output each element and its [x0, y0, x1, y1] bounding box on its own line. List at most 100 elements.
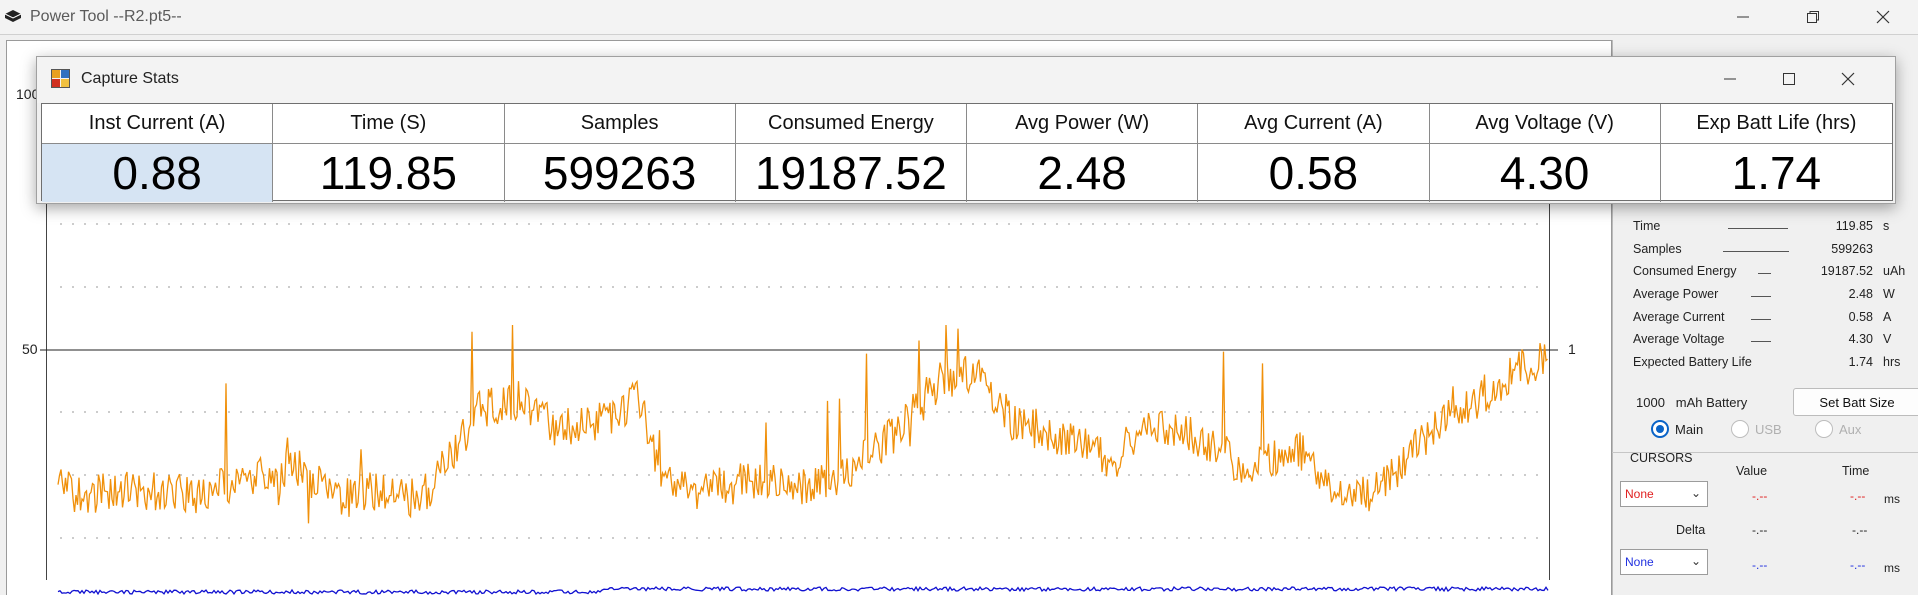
restore-icon	[1807, 11, 1819, 23]
stat-value: 1.74	[1848, 355, 1873, 370]
header-avg-current: Avg Current (A)	[1198, 104, 1430, 144]
stats-list: Time 119.85 s Samples 599263 Consumed Energy 1…	[1633, 216, 1913, 375]
dialog-titlebar[interactable]: Capture Stats	[37, 57, 1895, 103]
current-trace	[57, 324, 1548, 524]
capture-stats-app-icon	[51, 69, 70, 88]
cursor-value-header: Value	[1736, 464, 1768, 478]
plot-area[interactable]	[46, 160, 1550, 580]
radio-usb[interactable]: USB	[1731, 420, 1782, 438]
header-exp-batt-life: Exp Batt Life (hrs)	[1660, 104, 1892, 144]
stat-row: Samples 599263	[1633, 239, 1913, 262]
stat-unit: s	[1883, 219, 1890, 233]
close-icon	[1841, 72, 1855, 86]
stat-row: Consumed Energy 19187.52 uAh	[1633, 261, 1913, 284]
minimize-icon	[1724, 78, 1736, 80]
delta-label: Delta	[1676, 523, 1706, 537]
stat-label: Samples	[1633, 241, 1682, 256]
stats-grid: Inst Current (A) Time (S) Samples Consum…	[41, 103, 1893, 202]
stat-unit: hrs	[1883, 355, 1901, 370]
dialog-minimize-button[interactable]	[1703, 63, 1757, 95]
cursor1-select[interactable]: None ⌄	[1620, 481, 1708, 507]
y-axis-tick-50: 50	[22, 341, 38, 357]
radio-empty-icon	[1731, 420, 1749, 438]
leader-line	[1758, 273, 1771, 275]
restore-button[interactable]	[1778, 0, 1848, 34]
stat-row: Expected Battery Life 1.74 hrs	[1633, 352, 1913, 375]
dialog-maximize-button[interactable]	[1762, 63, 1816, 95]
leader-line	[1728, 228, 1788, 229]
stat-label: Average Power	[1633, 287, 1719, 302]
value-consumed-energy[interactable]: 19187.52	[736, 144, 967, 202]
close-icon	[1876, 10, 1890, 24]
stat-value: 0.58	[1848, 309, 1873, 324]
leader-line	[1751, 296, 1771, 298]
cursor1-time: -.--	[1850, 489, 1866, 503]
delta-time: -.--	[1852, 523, 1868, 537]
cursor2-time: -.--	[1850, 558, 1866, 572]
stat-value: 119.85	[1835, 219, 1873, 233]
cursors-title: CURSORS	[1630, 451, 1693, 465]
capture-stats-dialog: Capture Stats Inst Current (A) Time (S) …	[36, 56, 1896, 204]
stat-label: Time	[1633, 219, 1661, 233]
minimize-icon	[1737, 16, 1749, 18]
stat-unit: W	[1883, 287, 1895, 302]
cursor1-unit: ms	[1884, 492, 1900, 506]
stat-row: Average Power 2.48 W	[1633, 284, 1913, 307]
delta-value: -.--	[1752, 523, 1768, 537]
channel-radio-group: Main USB Aux	[1651, 420, 1911, 442]
cursor2-select[interactable]: None ⌄	[1620, 549, 1708, 575]
cursors-section: CURSORS Value Time None ⌄ -.-- -.-- ms D…	[1612, 451, 1918, 595]
cursor1-value: -.--	[1752, 489, 1768, 503]
maximize-icon	[1783, 73, 1795, 85]
radio-selected-icon	[1651, 420, 1669, 438]
dialog-close-button[interactable]	[1821, 63, 1875, 95]
header-avg-voltage: Avg Voltage (V)	[1429, 104, 1661, 144]
app-logo-icon	[4, 10, 22, 22]
radio-aux[interactable]: Aux	[1815, 420, 1861, 438]
chevron-down-icon: ⌄	[1690, 486, 1701, 500]
header-avg-power: Avg Power (W)	[967, 104, 1199, 144]
minimize-button[interactable]	[1708, 0, 1778, 34]
stat-label: Average Current	[1633, 309, 1725, 324]
stat-row: Average Current 0.58 A	[1633, 307, 1913, 330]
value-time[interactable]: 119.85	[273, 144, 505, 202]
set-batt-size-button[interactable]: Set Batt Size	[1793, 388, 1918, 416]
cursor2-unit: ms	[1884, 561, 1900, 575]
voltage-trace	[57, 585, 1549, 595]
right-axis-tick-1: 1	[1568, 341, 1576, 357]
stat-unit: V	[1883, 332, 1892, 347]
header-samples: Samples	[504, 104, 736, 144]
header-inst-current: Inst Current (A)	[42, 104, 274, 144]
stat-value: 599263	[1831, 241, 1873, 256]
value-avg-power[interactable]: 2.48	[967, 144, 1199, 202]
leader-line	[1723, 250, 1789, 252]
stat-row: Time 119.85 s	[1633, 216, 1913, 239]
radio-main[interactable]: Main	[1651, 420, 1703, 438]
main-titlebar: Power Tool --R2.pt5--	[0, 0, 1918, 34]
leader-line	[1751, 318, 1771, 320]
leader-line	[1751, 341, 1771, 343]
stat-label: Consumed Energy	[1633, 264, 1737, 279]
value-inst-current[interactable]: 0.88	[42, 144, 274, 202]
value-samples[interactable]: 599263	[505, 144, 736, 202]
close-button[interactable]	[1848, 0, 1918, 34]
battery-capacity-label: 1000 mAh Battery	[1636, 395, 1748, 410]
stat-label: Average Voltage	[1633, 332, 1725, 347]
dialog-title: Capture Stats	[81, 70, 179, 87]
radio-empty-icon	[1815, 420, 1833, 438]
stat-unit: A	[1883, 309, 1892, 324]
window-title: Power Tool --R2.pt5--	[30, 8, 182, 25]
stat-row: Average Voltage 4.30 V	[1633, 329, 1913, 352]
stat-label: Expected Battery Life	[1633, 355, 1752, 370]
stat-value: 19187.52	[1820, 264, 1873, 279]
value-exp-batt-life[interactable]: 1.74	[1731, 147, 1822, 199]
y-axis-tick-100: 100	[16, 86, 40, 102]
value-avg-voltage[interactable]: 4.30	[1430, 144, 1661, 202]
chevron-down-icon: ⌄	[1690, 554, 1701, 568]
cursor2-value: -.--	[1752, 558, 1768, 572]
battery-row: 1000 mAh Battery Set Batt Size	[1633, 388, 1918, 416]
header-time: Time (S)	[273, 104, 505, 144]
value-avg-current[interactable]: 0.58	[1198, 144, 1430, 202]
